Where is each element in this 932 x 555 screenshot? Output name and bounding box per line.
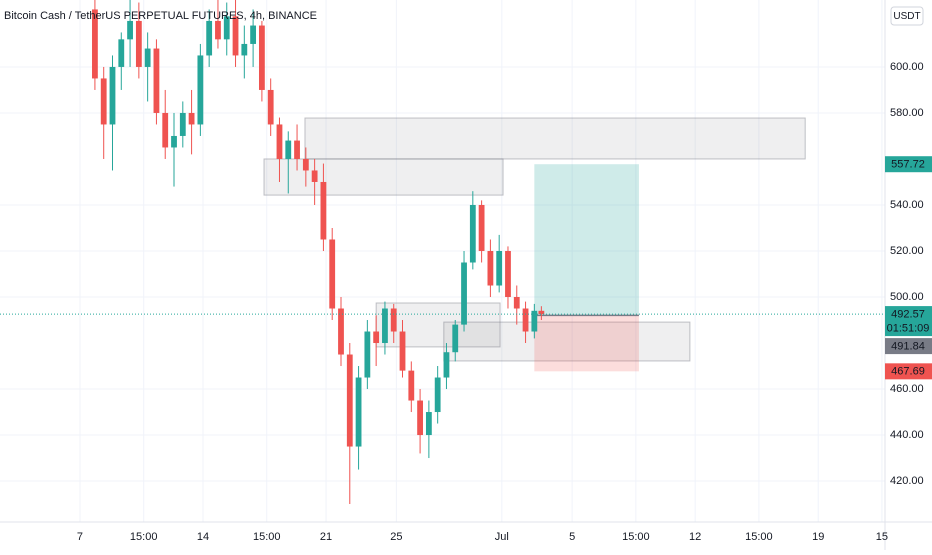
zone	[443, 321, 691, 362]
candle-body	[373, 331, 380, 344]
price-label: 492.57	[891, 309, 925, 321]
stop-area	[534, 315, 639, 372]
x-tick-label: 19	[812, 531, 824, 543]
candle-body	[390, 308, 397, 332]
candle-body	[276, 124, 283, 159]
price-label-bg	[885, 338, 932, 355]
candle-body	[294, 140, 300, 159]
candle-body	[505, 250, 511, 298]
candle-body	[100, 78, 107, 125]
candle-body	[241, 43, 248, 56]
y-tick-label: 600.00	[890, 61, 924, 73]
candle-body	[162, 112, 169, 148]
price-label: 467.69	[891, 366, 925, 378]
x-tick-label: 7	[77, 531, 83, 543]
candle-body	[144, 48, 151, 67]
candle-body	[461, 262, 467, 325]
countdown: 01:51:09	[887, 323, 930, 335]
y-tick-label: 540.00	[890, 199, 924, 211]
zone	[304, 117, 806, 160]
candle-body	[478, 204, 485, 251]
candle-body	[496, 250, 503, 286]
candle-body	[469, 204, 476, 263]
candle-body	[417, 400, 423, 436]
candle-body	[487, 250, 494, 286]
price-label-bg	[885, 363, 932, 380]
candle-body	[355, 377, 362, 447]
candle-body	[346, 354, 353, 447]
price-label-bg	[885, 156, 932, 173]
candle-body	[232, 16, 239, 56]
axes: 420.00 440.00 460.00 500.00 520.00 540.00 580.…	[77, 61, 932, 543]
candle-body	[118, 39, 125, 67]
x-tick-label: 12	[689, 531, 701, 543]
candle-body	[285, 140, 292, 159]
candle-body	[302, 158, 309, 171]
chart-title: Bitcoin Cash / TetherUS PERPETUAL FUTURE…	[4, 10, 317, 22]
target-area	[534, 164, 639, 316]
candle-body	[135, 20, 142, 67]
candle-body	[215, 20, 221, 40]
candle-body	[171, 135, 177, 148]
x-tick-label: 15:00	[253, 531, 281, 543]
candle-body	[311, 170, 318, 182]
candle-body	[223, 16, 230, 40]
x-tick-label: 15:00	[130, 531, 158, 543]
candle-body	[531, 310, 538, 332]
candle-body	[443, 352, 450, 378]
candle-body	[250, 25, 257, 44]
candle-body	[179, 112, 186, 136]
y-tick-label: 460.00	[890, 383, 924, 395]
x-tick-label: 15:00	[622, 531, 650, 543]
candle-body	[434, 377, 441, 413]
candle-body	[538, 310, 545, 315]
x-tick-label: 21	[320, 531, 332, 543]
plot	[0, 0, 885, 505]
candle-body	[206, 20, 213, 56]
candle-body	[329, 239, 336, 309]
candle-body	[127, 20, 133, 40]
candle-body	[109, 66, 116, 125]
x-tick-label: 15	[876, 531, 888, 543]
candle-body	[364, 331, 371, 378]
y-tick-label: 420.00	[890, 475, 924, 487]
y-tick-label: 500.00	[890, 291, 924, 303]
y-tick-label: 440.00	[890, 429, 924, 441]
zone	[375, 302, 501, 348]
candle-body	[92, 9, 98, 79]
candle-body	[338, 308, 344, 355]
x-tick-label: 5	[569, 531, 575, 543]
currency[interactable]: USDT	[893, 11, 920, 22]
price-label: 491.84	[891, 341, 925, 353]
currency-button[interactable]	[890, 6, 924, 26]
candle-body	[408, 370, 415, 401]
y-tick-label: 520.00	[890, 245, 924, 257]
candle-body	[320, 181, 327, 240]
x-tick-label: Jul	[495, 531, 509, 543]
x-tick-label: 14	[197, 531, 209, 543]
candle-body	[513, 297, 520, 309]
candle-body	[425, 412, 432, 436]
price-label: 557.72	[891, 159, 925, 171]
zone	[263, 158, 504, 196]
candle-body	[258, 25, 265, 90]
candle-body	[197, 55, 204, 125]
x-tick-label: 25	[390, 531, 402, 543]
x-tick-label: 15:00	[745, 531, 773, 543]
candle-body	[188, 112, 195, 125]
y-tick-label: 580.00	[890, 107, 924, 119]
candle-body	[267, 89, 274, 125]
candle-body	[153, 48, 160, 113]
candle-body	[382, 308, 388, 344]
candle-body	[399, 331, 406, 371]
candle-body	[452, 324, 459, 353]
price-label-bg	[885, 306, 932, 337]
candle-body	[522, 308, 529, 332]
